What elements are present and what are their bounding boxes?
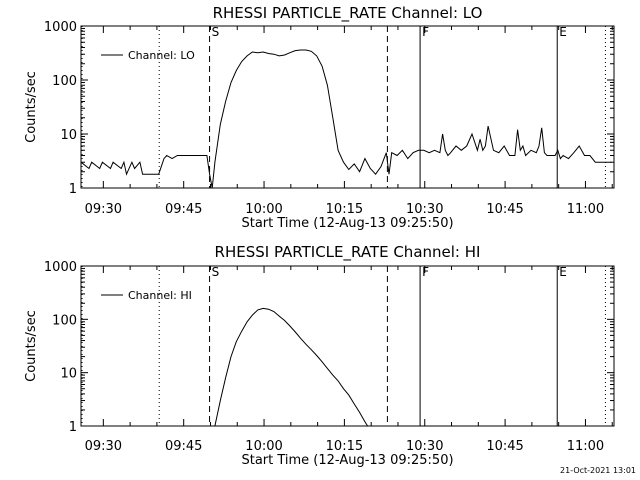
x-tick-label: 10:45 [486, 439, 523, 454]
x-tick-label: 10:45 [486, 202, 523, 217]
series-line [80, 49, 612, 189]
chart-title: RHESSI PARTICLE_RATE Channel: HI [215, 243, 481, 262]
series-line [214, 307, 369, 427]
y-tick-label: 10 [60, 367, 77, 382]
y-axis-label: Counts/sec [24, 310, 39, 382]
event-marker-label: S [212, 265, 220, 279]
event-marker-label: F [422, 25, 429, 39]
event-marker-label: F [422, 265, 429, 279]
y-tick-label: 100 [52, 313, 77, 328]
chart-title: RHESSI PARTICLE_RATE Channel: LO [213, 4, 483, 23]
y-tick-label: 1 [69, 182, 77, 197]
y-tick-label: 1000 [44, 260, 77, 275]
x-tick-label: 10:30 [406, 202, 443, 217]
y-tick-label: 10 [60, 128, 77, 143]
x-tick-label: 09:30 [85, 439, 122, 454]
legend-label: Channel: LO [128, 49, 195, 62]
x-axis-label: Start Time (12-Aug-13 09:25:50) [241, 216, 453, 231]
x-tick-label: 09:45 [165, 439, 202, 454]
x-tick-label: 10:00 [245, 202, 282, 217]
event-marker-label: E [559, 265, 567, 279]
x-axis-label: Start Time (12-Aug-13 09:25:50) [241, 453, 453, 468]
x-tick-label: 10:15 [326, 439, 363, 454]
event-marker-label: E [559, 25, 567, 39]
legend-label: Channel: HI [128, 289, 192, 302]
x-tick-label: 09:30 [85, 202, 122, 217]
plot-frame [80, 265, 615, 427]
x-tick-label: 10:30 [406, 439, 443, 454]
event-marker-label: S [212, 25, 220, 39]
x-tick-label: 11:00 [567, 202, 604, 217]
y-tick-label: 100 [52, 74, 77, 89]
x-tick-label: 11:00 [567, 439, 604, 454]
date-stamp: 21-Oct-2021 13:01 [560, 466, 636, 475]
y-tick-label: 1000 [44, 20, 77, 35]
x-tick-label: 09:45 [165, 202, 202, 217]
y-axis-label: Counts/sec [24, 71, 39, 143]
plot-frame [80, 25, 615, 189]
x-tick-label: 10:00 [245, 439, 282, 454]
y-tick-label: 1 [69, 420, 77, 435]
x-tick-label: 10:15 [326, 202, 363, 217]
